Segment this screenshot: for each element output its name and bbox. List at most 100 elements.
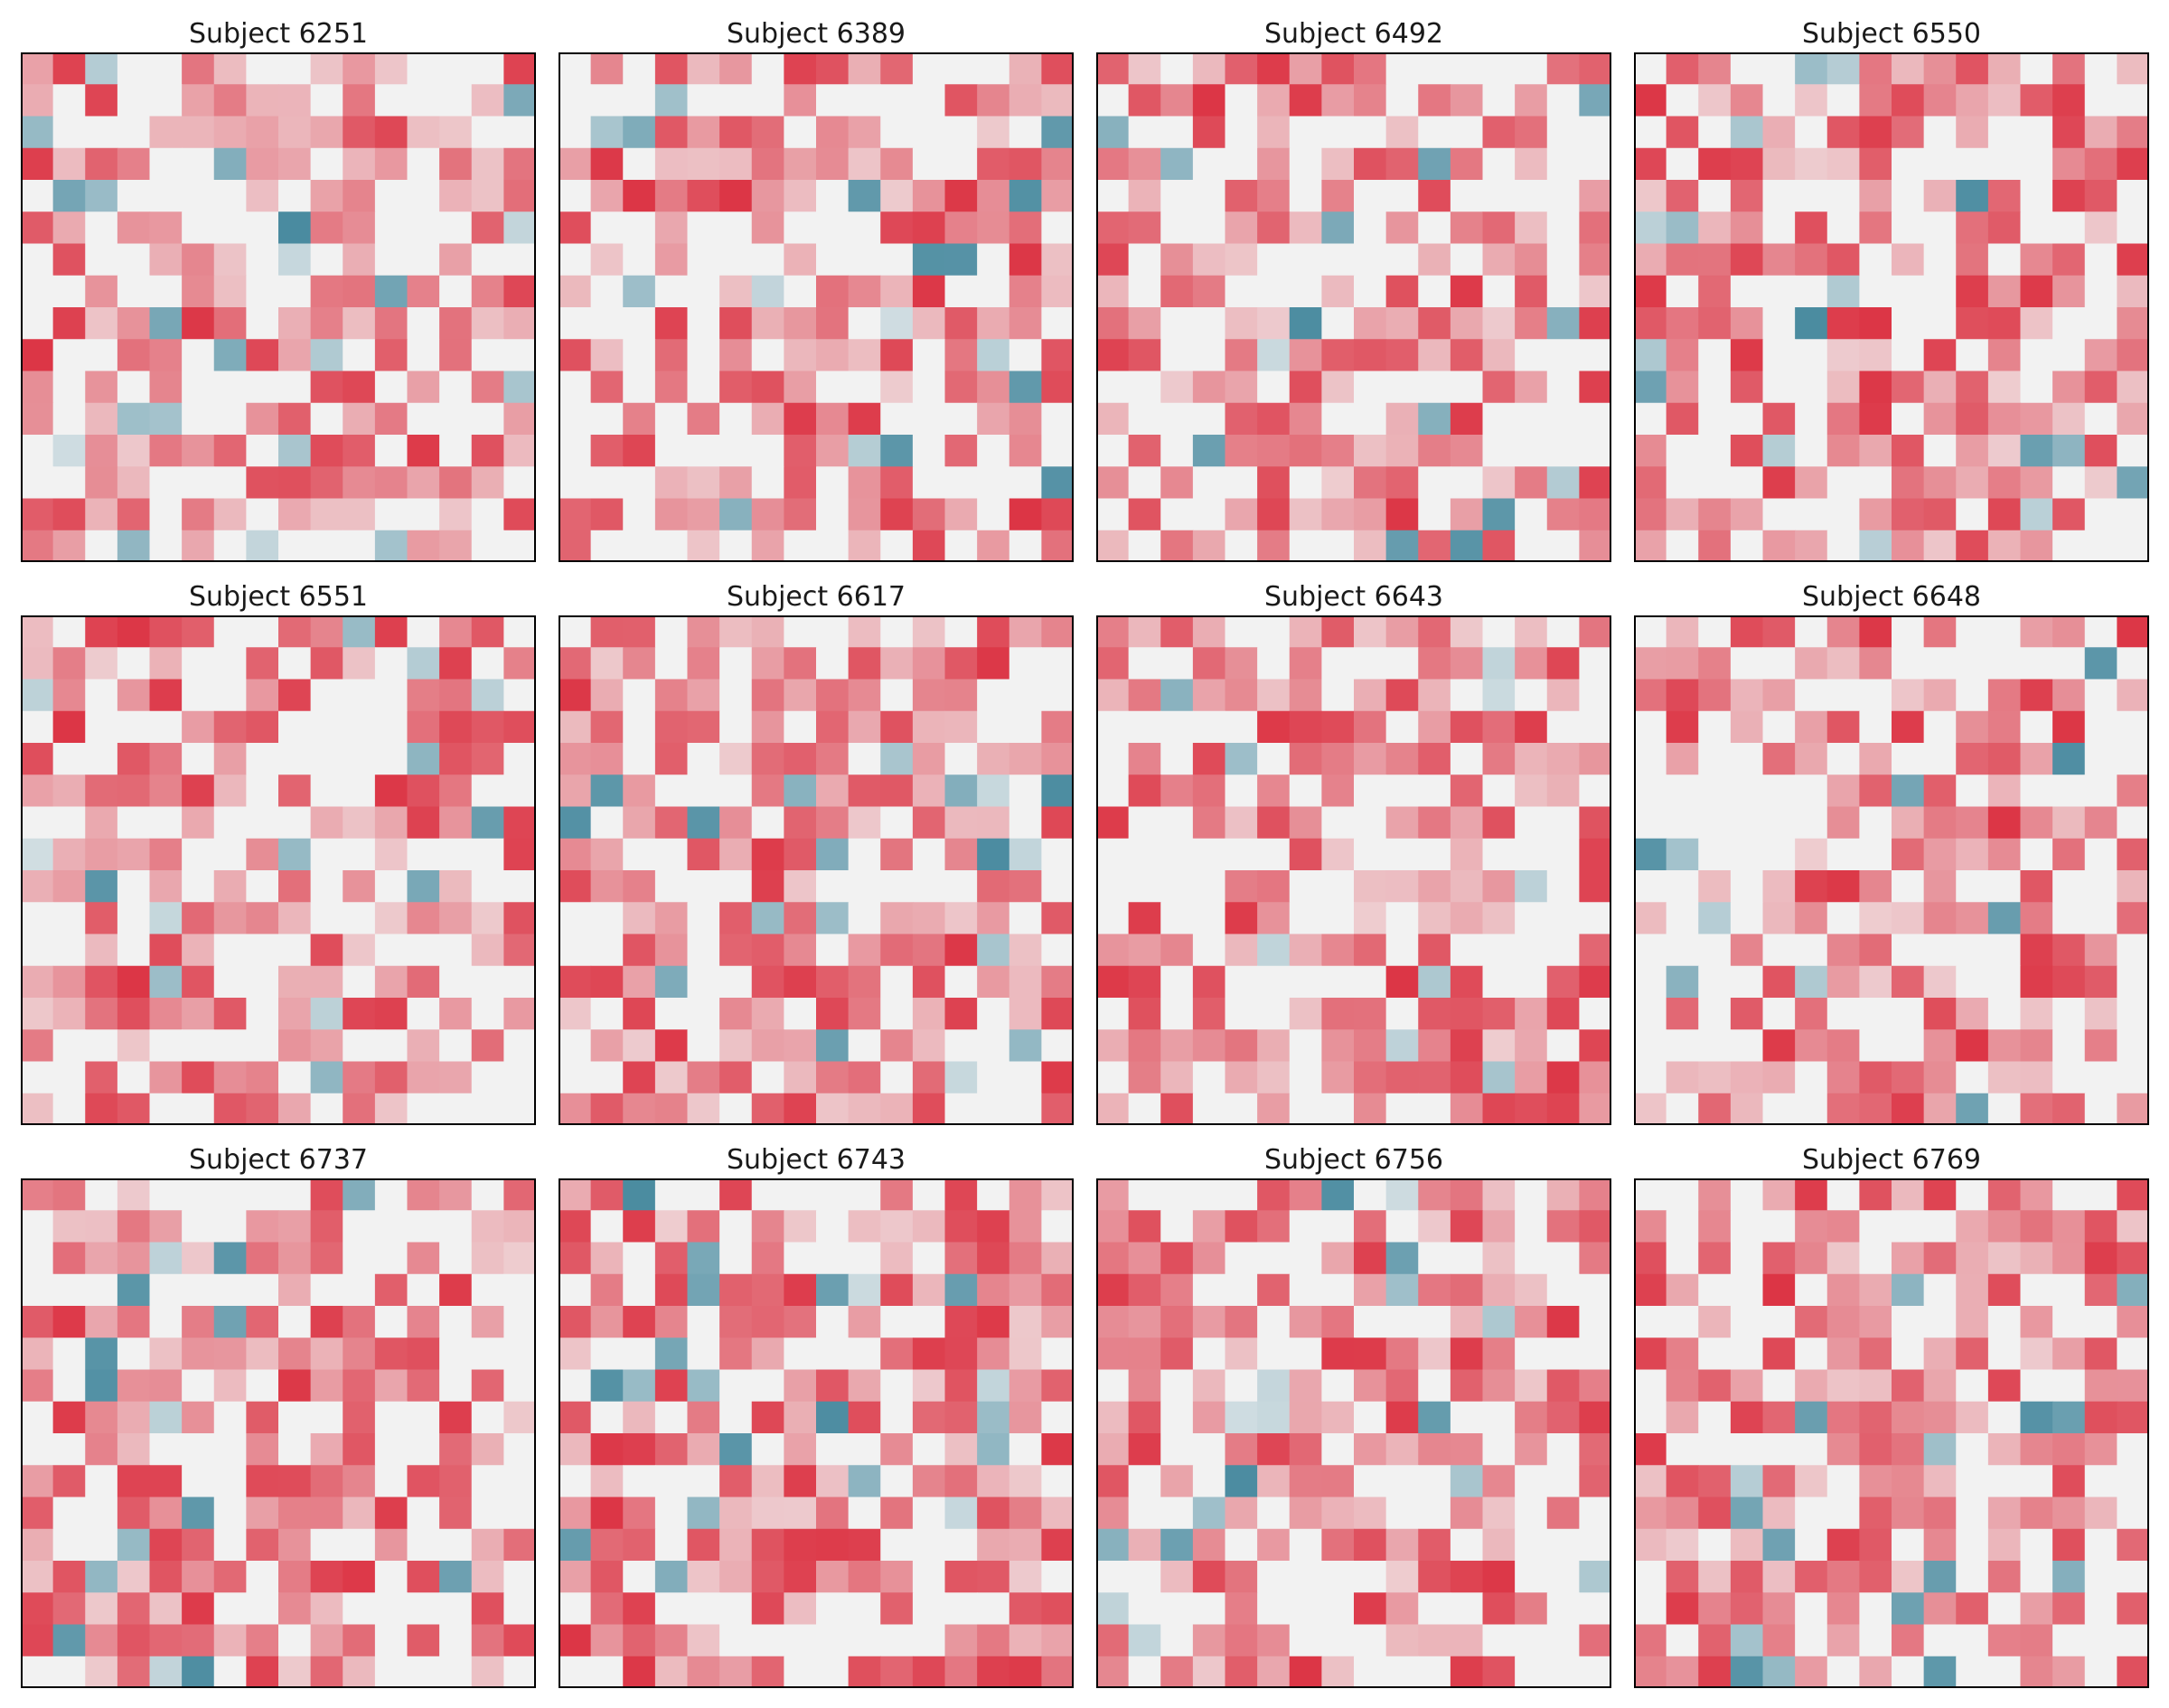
heatmap-cell (1762, 1528, 1796, 1562)
heatmap-cell (1795, 743, 1828, 775)
heatmap-cell (751, 1210, 784, 1243)
heatmap-cell (1579, 934, 1611, 967)
heatmap-cell (1225, 116, 1258, 149)
heatmap-cell (52, 902, 86, 935)
heatmap-cell (1041, 52, 1074, 85)
heatmap-cell (1546, 806, 1580, 840)
heatmap-cell (21, 1528, 54, 1562)
heatmap-cell (439, 1306, 473, 1338)
heatmap-cell (182, 498, 215, 531)
heatmap-cell (149, 1592, 183, 1626)
heatmap-cell (559, 870, 592, 903)
heatmap-cell (1666, 710, 1699, 744)
heatmap-cell (1987, 679, 2022, 712)
heatmap-cell (944, 498, 978, 531)
heatmap-cell (1482, 1178, 1516, 1211)
heatmap-cell (407, 1178, 440, 1211)
heatmap-cell (343, 116, 376, 149)
heatmap-cell (977, 1210, 1010, 1243)
heatmap-cell (1160, 1465, 1194, 1498)
heatmap-cell (719, 498, 753, 531)
heatmap-cell (310, 743, 343, 775)
heatmap-cell (590, 1592, 624, 1626)
heatmap-cell (1698, 371, 1732, 404)
heatmap-cell (1321, 1210, 1355, 1243)
heatmap-cell (1096, 211, 1130, 245)
heatmap-cell (1923, 998, 1957, 1030)
heatmap-cell (751, 998, 784, 1030)
heatmap-cell (784, 1433, 817, 1466)
heatmap-cell (719, 1656, 753, 1688)
heatmap-cell (1795, 647, 1828, 680)
heatmap-cell (2020, 965, 2053, 999)
heatmap-cell (1730, 307, 1764, 340)
heatmap-cell (1321, 1465, 1355, 1498)
heatmap-cell (374, 1273, 408, 1307)
heatmap-cell (182, 710, 215, 744)
heatmap-cell (784, 339, 817, 372)
heatmap-cell (1826, 965, 1860, 999)
heatmap-cell (1482, 1369, 1516, 1403)
heatmap-cell (1987, 870, 2022, 903)
heatmap-cell (1546, 52, 1580, 85)
heatmap-cell (1762, 1093, 1796, 1125)
heatmap-cell (2052, 774, 2086, 808)
heatmap-cell (2020, 84, 2053, 117)
heatmap-cell (1225, 1561, 1258, 1593)
heatmap-cell (1450, 870, 1484, 903)
heatmap-cell (848, 1656, 881, 1688)
heatmap-cell (1923, 1656, 1957, 1688)
heatmap-cell (912, 498, 946, 531)
heatmap-cell (848, 838, 881, 871)
heatmap-cell (1892, 870, 1925, 903)
heatmap-cell (1892, 1093, 1925, 1125)
heatmap-cell (1096, 902, 1130, 935)
heatmap-cell (1730, 116, 1764, 149)
heatmap-cell (1354, 339, 1387, 372)
heatmap-cell (1009, 965, 1042, 999)
heatmap-cell (1762, 1242, 1796, 1275)
heatmap-cell (343, 498, 376, 531)
heatmap-cell (1418, 435, 1451, 467)
heatmap-cell (407, 498, 440, 531)
heatmap-cell (503, 1178, 536, 1211)
heatmap-cell (1354, 147, 1387, 181)
heatmap-cell (1546, 998, 1580, 1030)
heatmap-cell (559, 530, 592, 562)
heatmap-cell (246, 1273, 279, 1307)
heatmap-cell (1009, 1337, 1042, 1371)
heatmap-cell (407, 1497, 440, 1530)
heatmap-cell (1579, 402, 1611, 436)
heatmap-cell (1987, 902, 2022, 935)
heatmap-cell (1192, 1528, 1226, 1562)
heatmap-cell (1923, 180, 1957, 212)
heatmap-cell (2052, 1465, 2086, 1498)
heatmap-cell (1730, 466, 1764, 500)
heatmap-cell (848, 211, 881, 245)
heatmap-cell (590, 371, 624, 404)
heatmap-cell (21, 1433, 54, 1466)
heatmap-cell (912, 743, 946, 775)
heatmap-cell (944, 1210, 978, 1243)
heatmap-cell (687, 307, 720, 340)
heatmap-cell (439, 838, 473, 871)
heatmap-cell (1579, 1401, 1611, 1434)
heatmap-cell (21, 1061, 54, 1094)
heatmap-cell (2052, 1592, 2086, 1626)
heatmap-cell (213, 1528, 247, 1562)
heatmap-cell (1009, 1656, 1042, 1688)
heatmap-cell (1289, 1242, 1322, 1275)
heatmap-cell (149, 1210, 183, 1243)
heatmap-cell (944, 339, 978, 372)
heatmap-cell (559, 1528, 592, 1562)
heatmap-cell (1634, 998, 1667, 1030)
heatmap-cell (1579, 806, 1611, 840)
heatmap-cell (1546, 147, 1580, 181)
heatmap-cell (687, 1369, 720, 1403)
heatmap-cell (1096, 52, 1130, 85)
heatmap-cell (1160, 211, 1194, 245)
heatmap-cell (559, 1242, 592, 1275)
heatmap-cell (1354, 1337, 1387, 1371)
panel-border (559, 1178, 1074, 1688)
heatmap-cell (1289, 116, 1322, 149)
